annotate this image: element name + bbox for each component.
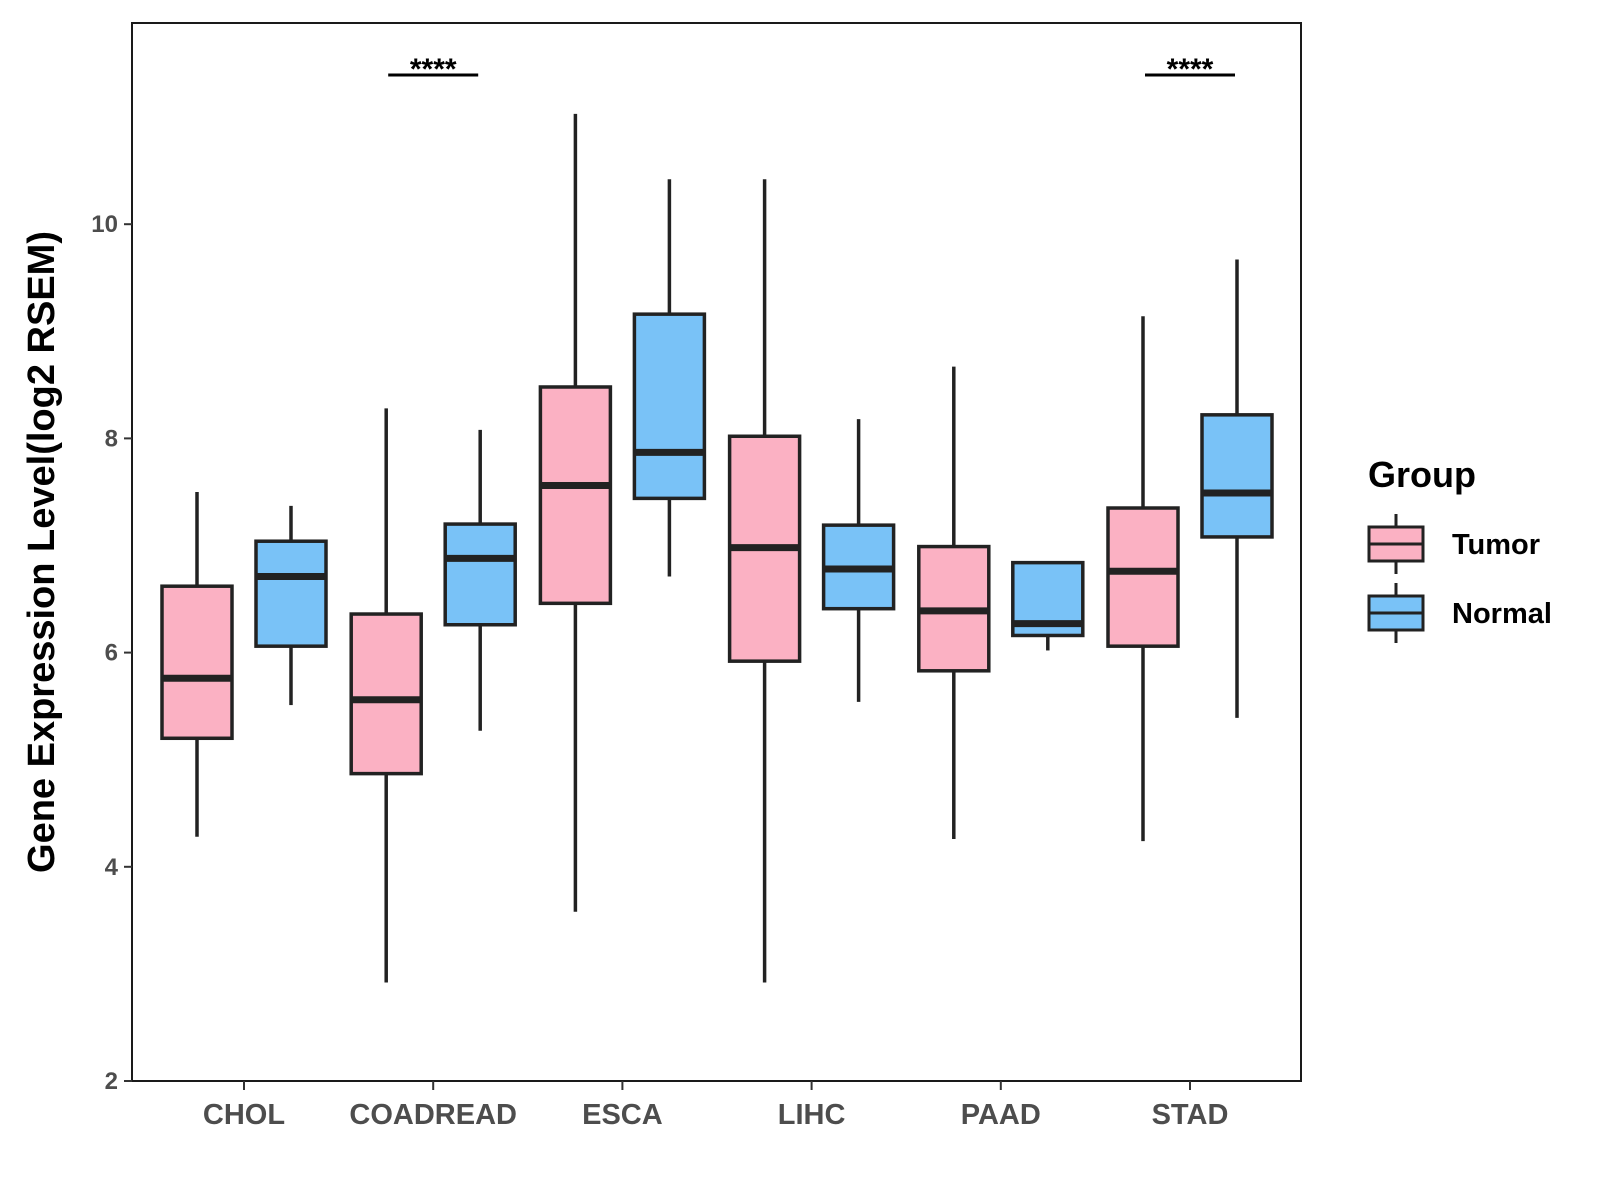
legend-label: Normal [1452,598,1552,630]
box-body [1200,413,1274,539]
legend-label: Tumor [1452,529,1540,561]
box-normal-coadread [443,429,517,731]
y-tick-label: 4 [105,854,119,881]
box-body [349,612,423,776]
boxes-layer [160,113,1274,983]
box-normal-paad [1011,560,1085,651]
box-tumor-coadread [349,408,423,983]
x-tick-label: COADREAD [349,1099,517,1131]
box-tumor-chol [160,491,234,837]
box-tumor-esca [538,113,613,912]
box-body [254,539,328,648]
y-tick-label: 2 [105,1068,118,1095]
box-normal-stad [1200,259,1274,718]
box-tumor-lihc [727,179,802,983]
box-normal-lihc [821,419,896,702]
y-tick-label: 6 [105,640,118,667]
y-axis-title: Gene Expression Level(log2 RSEM) [21,231,63,873]
x-tick-label: PAAD [961,1099,1041,1131]
box-normal-chol [254,505,328,706]
box-body [632,312,707,501]
box-body [1106,506,1180,648]
box-body [443,522,517,627]
legend-item-tumor: Tumor [1367,514,1540,574]
legend-items: Tumor Normal [1367,514,1552,643]
x-tick-label: STAD [1152,1099,1229,1131]
box-body [538,385,613,606]
significance-label: **** [1167,53,1214,86]
x-axis: CHOL COADREAD ESCA LIHC PAAD STAD [203,1081,1228,1131]
legend-title: Group [1368,454,1476,495]
box-tumor-stad [1106,316,1180,842]
box-normal-esca [632,179,707,577]
y-tick-label: 10 [91,211,118,238]
box-body [160,584,234,741]
significance-label: **** [410,53,457,86]
legend: Group Tumor Normal [1367,454,1552,643]
significance-annotations: **** **** [388,53,1235,86]
x-tick-label: LIHC [778,1099,846,1131]
x-tick-label: ESCA [582,1099,663,1131]
box-tumor-paad [917,366,991,839]
legend-item-normal: Normal [1367,583,1552,643]
y-axis: 2 4 6 8 10 [91,211,132,1095]
y-tick-label: 8 [105,425,118,452]
x-tick-label: CHOL [203,1099,285,1131]
